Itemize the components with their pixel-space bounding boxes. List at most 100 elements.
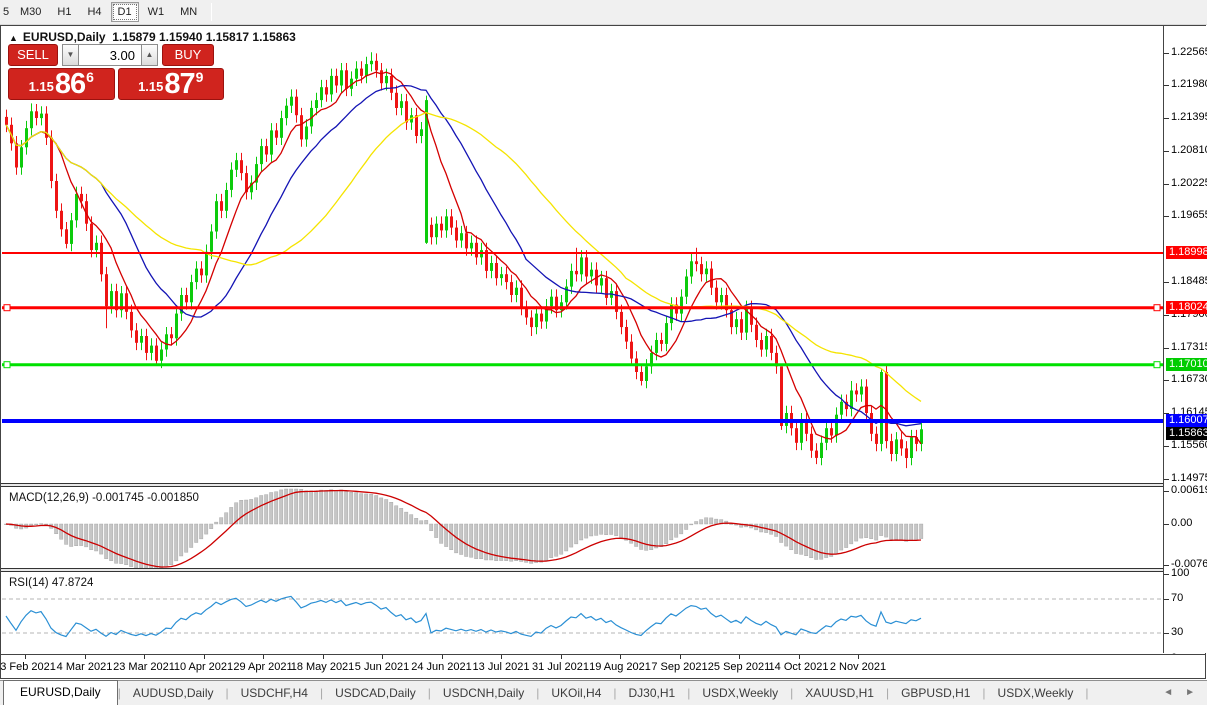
axis-tick-mark [1164,380,1169,382]
axis-tick-mark [1164,599,1169,600]
price-tick-label: 1.21980 [1171,78,1207,91]
bid-big-digits: 86 [54,68,86,100]
price-tick-label: 1.15560 [1171,439,1207,452]
current-price-label: 1.15863 [1166,427,1207,441]
date-tick-label: 13 Feb 2021 [0,661,56,673]
chart-tab-dj30-h1[interactable]: DJ30,H1 [628,686,676,700]
buy-button[interactable]: BUY [162,44,214,66]
timeframe-mn-button[interactable]: MN [173,2,204,22]
tab-separator: | [319,686,324,700]
axis-tick-mark [1164,446,1169,448]
date-tick-label: 24 Jun 2021 [411,661,472,673]
level-price-label: 1.18024 [1166,300,1207,314]
bid-price-box[interactable]: 1.15 86 6 [8,68,115,100]
rsi-value: 47.8724 [51,577,94,589]
volume-increase-button[interactable]: ▲ [141,44,158,66]
timeframe-5-button[interactable]: 5 [1,2,11,22]
date-tick-label: 4 Mar 2021 [56,661,113,673]
price-axis[interactable]: 1.22565 1.21980 1.21395 1.20810 1.20225 1.196… [1164,26,1207,664]
volume-decrease-button[interactable]: ▼ [62,44,79,66]
collapse-chart-icon[interactable]: ▲ [9,33,18,43]
axis-tick-mark [1164,573,1169,575]
chart-tab-ukoil-h4[interactable]: UKOil,H4 [551,686,602,700]
date-tick-label: 31 Jul 2021 [532,661,589,673]
ask-prefix: 1.15 [138,79,164,94]
chart-tab-eurusd-daily[interactable]: EURUSD,Daily [3,680,118,705]
date-tick-label: 23 Mar 2021 [113,661,175,673]
price-tick-label: 1.16730 [1171,373,1207,386]
rsi-panel-canvas[interactable] [2,573,1163,653]
timeframe-w1-button[interactable]: W1 [141,2,172,22]
axis-tick-mark [1164,413,1169,415]
one-click-trading-panel: SELL ▼ ▲ BUY 1.15 86 6 1.15 87 9 [8,44,224,100]
axis-tick-mark [1164,479,1169,480]
date-axis[interactable]: 13 Feb 2021 4 Mar 2021 23 Mar 2021 10 Apr 2… [0,654,1205,678]
price-tick-label: 1.21395 [1171,111,1207,124]
tab-scroll-left-icon[interactable]: ◄ [1163,687,1174,698]
chart-tab-gbpusd-h1[interactable]: GBPUSD,H1 [901,686,971,700]
timeframe-h4-button[interactable]: H4 [80,2,108,22]
sell-button[interactable]: SELL [8,44,58,66]
date-tick-mark [858,655,859,659]
main-chart-canvas[interactable] [2,27,1163,483]
line-handle [1153,304,1161,312]
date-tick-mark [501,655,502,659]
timeframe-d1-button[interactable]: D1 [110,2,139,22]
date-tick-mark [25,655,26,659]
panel-splitter[interactable] [1,568,1205,572]
tab-separator: | [982,686,986,700]
chart-tab-usdx-weekly[interactable]: USDX,Weekly [702,686,779,700]
macd-axis-label: -0.007621 [1171,557,1207,570]
ask-pip-digit: 9 [195,69,204,85]
tab-separator: | [225,686,229,700]
rsi-axis-label: 70 [1171,592,1184,604]
axis-tick-mark [1164,564,1169,566]
date-tick-label: 10 Apr 2021 [173,661,234,673]
ma-medium-line [5,84,922,427]
price-tick-label: 1.14975 [1171,472,1207,484]
line-handle [3,304,11,312]
date-tick-label: 29 Apr 2021 [233,661,293,673]
axis-tick-mark [1164,52,1169,54]
chart-ohlc-values: 1.15879 1.15940 1.15817 1.15863 [112,30,296,44]
date-tick-label: 7 Sep 2021 [651,661,708,673]
ma-slow-line [5,111,922,402]
axis-tick-mark [1164,184,1169,186]
chart-title: ▲ EURUSD,Daily 1.15879 1.15940 1.15817 1.… [9,30,296,44]
chart-symbol-label: EURUSD,Daily [22,30,106,44]
macd-panel-canvas[interactable] [2,488,1163,569]
ask-price-box[interactable]: 1.15 87 9 [117,68,224,100]
axis-border [1163,26,1164,653]
price-tick-label: 1.20810 [1171,144,1207,157]
chart-tab-usdchf-h4[interactable]: USDCHF,H4 [240,686,308,700]
chart-tab-usdcnh-daily[interactable]: USDCNH,Daily [442,686,525,700]
axis-tick-mark [1164,490,1169,492]
axis-tick-mark [1164,216,1169,218]
bid-pip-digit: 6 [86,69,94,85]
macd-value-signal: -0.001850 [147,492,199,504]
chart-tab-usdcad-daily[interactable]: USDCAD,Daily [335,686,416,700]
timeframe-m30-button[interactable]: M30 [13,2,48,22]
axis-tick-mark [1164,118,1169,120]
tab-separator: | [790,686,794,700]
tab-separator: | [1085,686,1089,700]
macd-value-main: -0.001745 [92,492,144,504]
tab-separator: | [536,686,540,700]
chart-tab-xauusd-h1[interactable]: XAUUSD,H1 [805,686,874,700]
rsi-indicator-label: RSI(14) 47.8724 [9,577,94,589]
timeframe-h1-button[interactable]: H1 [50,2,78,22]
tab-separator: | [885,686,890,700]
chart-tab-usdx-weekly[interactable]: USDX,Weekly [997,686,1074,700]
ma-fast-line [5,71,922,445]
tab-scroll-right-icon[interactable]: ► [1185,687,1195,698]
axis-tick-mark [1164,151,1169,153]
axis-tick-mark [1164,281,1169,283]
macd-axis-label: 0.006193 [1171,483,1207,496]
line-handle [3,361,11,369]
chart-tab-audusd-daily[interactable]: AUDUSD,Daily [132,686,214,700]
date-tick-mark [560,655,562,659]
panel-splitter[interactable] [1,483,1205,487]
date-tick-label: 5 Jun 2021 [354,661,410,673]
volume-input[interactable] [79,44,141,66]
